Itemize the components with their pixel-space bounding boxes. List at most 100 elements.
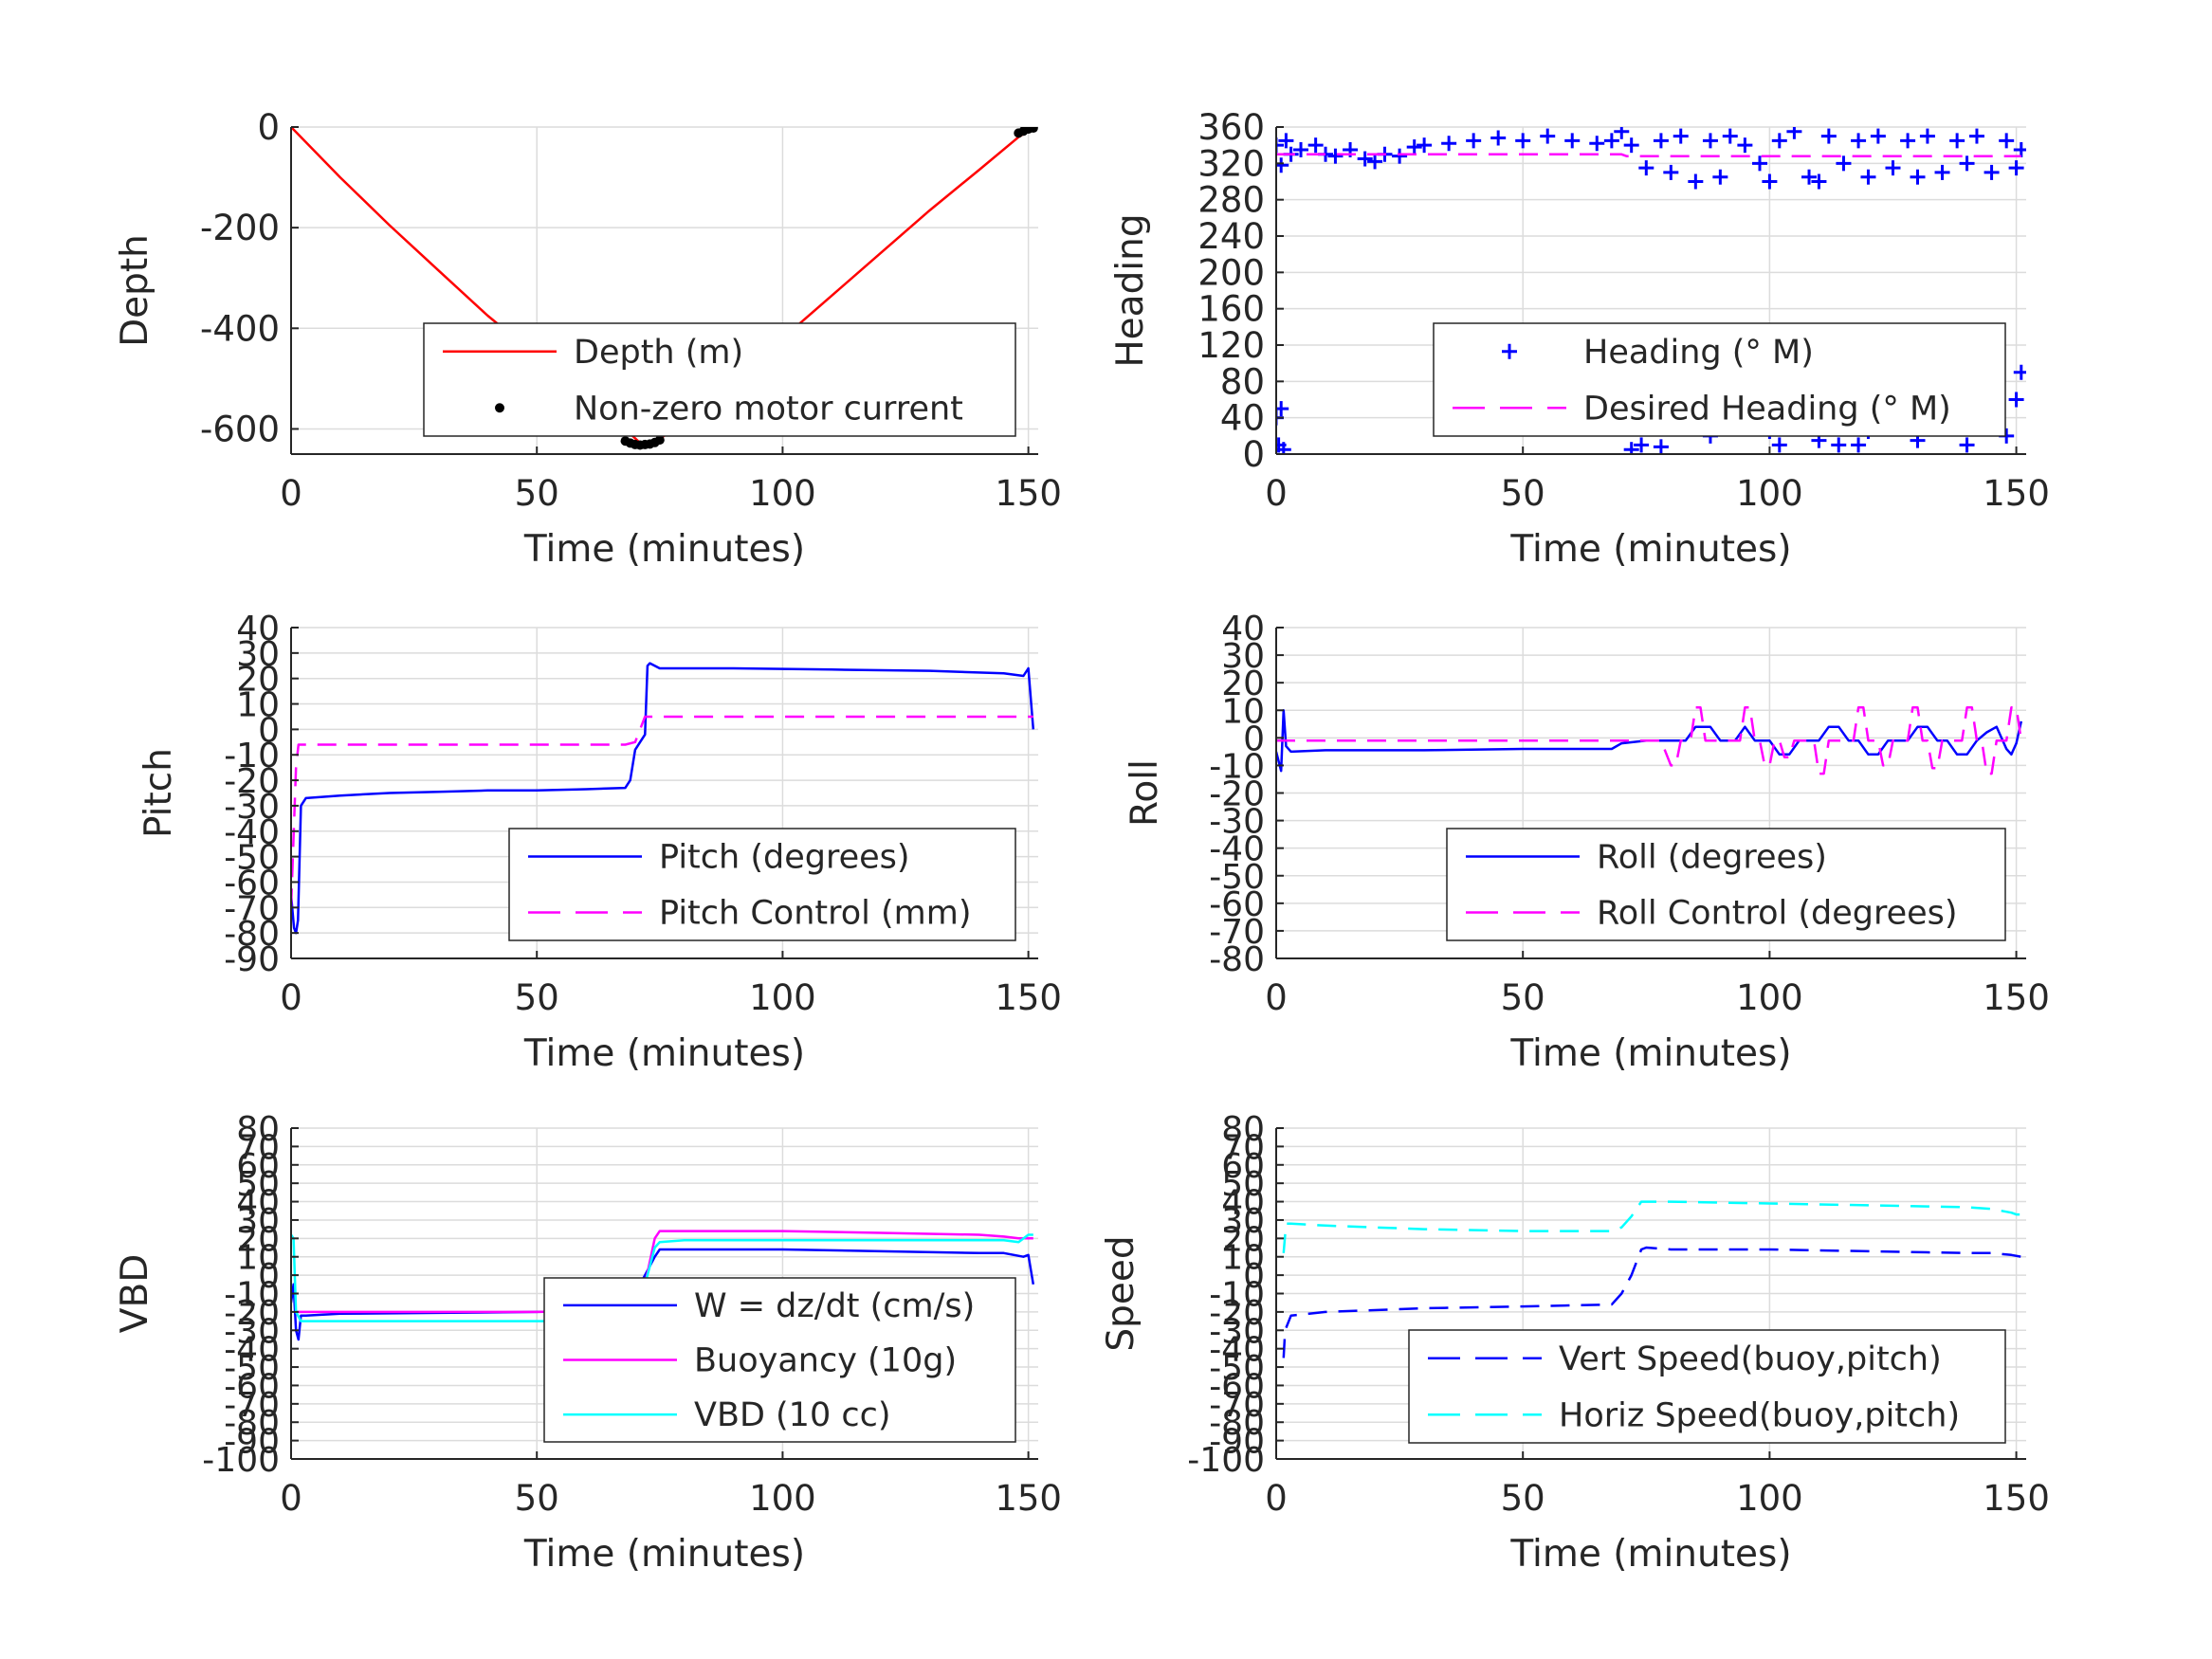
x-axis-label: Time (minutes) <box>1509 528 1791 571</box>
series-line-1 <box>291 662 1035 935</box>
legend-label: Depth (m) <box>574 334 743 372</box>
y-tick-label: -70 <box>1209 913 1265 952</box>
y-tick-label: -30 <box>224 1312 280 1351</box>
chart-panel-6: 0 50 100 150-100-90-80-70-60-50-40-30-20-10… <box>1100 1110 2050 1576</box>
y-tick-label: 40 <box>1221 1184 1265 1223</box>
y-tick-label: -30 <box>1209 1312 1265 1351</box>
y-tick-label: -100 <box>1187 1441 1265 1480</box>
legend: Heading (° M) Desired Heading (° M) <box>1433 322 2006 437</box>
x-tick-label: 0 <box>1265 977 1288 1018</box>
y-tick-label: 0 <box>258 711 280 750</box>
legend-item: Roll (degrees) <box>1466 839 1827 877</box>
heading-point <box>1614 127 1630 139</box>
heading-point <box>1307 137 1324 154</box>
x-tick-label: 100 <box>749 1478 816 1519</box>
heading-point <box>1820 128 1837 144</box>
y-axis-label: Roll <box>1124 759 1166 827</box>
y-tick-label: -60 <box>1209 1367 1265 1406</box>
y-axis-label: Depth <box>114 234 156 347</box>
legend-label: VBD (10 cc) <box>694 1396 891 1434</box>
legend-box <box>423 322 1016 437</box>
heading-point <box>1968 128 1984 144</box>
legend-item: VBD (10 cc) <box>563 1396 891 1434</box>
y-tick-label: -10 <box>1209 747 1265 786</box>
x-axis-label: Time (minutes) <box>523 1533 805 1576</box>
heading-point <box>1959 155 1975 172</box>
x-tick-label: 150 <box>1983 473 2050 514</box>
legend-label: Non-zero motor current <box>574 390 963 428</box>
series-group <box>291 662 1035 935</box>
y-tick-label: 30 <box>1221 637 1265 676</box>
legend-item: Horiz Speed(buoy,pitch) <box>1428 1396 1960 1434</box>
legend-label: Heading (° M) <box>1583 334 1814 372</box>
legend-item: Vert Speed(buoy,pitch) <box>1428 1340 1942 1378</box>
legend-marker <box>495 403 504 413</box>
chart-panel-4: 0 50 100 150-80-70-60-50-40-30-20-100102030… <box>1124 610 2050 1075</box>
series-line-1 <box>1282 1246 2022 1358</box>
legend-item: Depth (m) <box>443 334 743 372</box>
y-axis-label: Speed <box>1100 1235 1143 1351</box>
y-tick-label: 0 <box>1243 1257 1265 1296</box>
y-tick-label: 10 <box>1221 692 1265 731</box>
heading-point <box>1900 133 1916 149</box>
motor-current-point <box>1028 127 1038 134</box>
y-tick-label: 20 <box>236 661 280 700</box>
x-tick-label: 150 <box>995 977 1062 1018</box>
legend-label: Buoyancy (10g) <box>694 1342 957 1380</box>
heading-point <box>2013 364 2026 380</box>
y-tick-label: -60 <box>1209 885 1265 924</box>
heading-point <box>1623 442 1639 454</box>
y-tick-label: -70 <box>1209 1386 1265 1425</box>
series-line-2 <box>1276 153 2021 157</box>
heading-point <box>1663 164 1679 180</box>
heading-point <box>1702 133 1718 149</box>
heading-point <box>1276 157 1289 173</box>
heading-point <box>1688 173 1704 190</box>
y-tick-label: -20 <box>1209 1294 1265 1333</box>
y-axis-label: Heading <box>1109 213 1152 367</box>
y-tick-label: 240 <box>1197 216 1265 257</box>
x-tick-label: 150 <box>1983 1478 2050 1519</box>
heading-point <box>1603 133 1619 149</box>
heading-point <box>1910 169 1926 185</box>
heading-point <box>1949 133 1965 149</box>
legend-label: Roll (degrees) <box>1597 839 1827 877</box>
y-tick-label: 50 <box>1221 1165 1265 1204</box>
x-axis-label: Time (minutes) <box>1509 1032 1791 1075</box>
y-tick-label: 80 <box>236 1110 280 1149</box>
chart-panel-1: 0 50 100 150 -600 -400 -200 0 Time (minutes) Dept… <box>114 107 1062 571</box>
series-line-2 <box>296 1230 1033 1314</box>
chart-panel-3: 0 50 100 150-90-80-70-60-50-40-30-20-100102… <box>137 610 1062 1075</box>
heading-point <box>1653 439 1669 454</box>
x-tick-label: 100 <box>1736 473 1803 514</box>
y-tick-label: -30 <box>1209 803 1265 842</box>
y-tick-label: -10 <box>224 737 280 775</box>
y-tick-label: -200 <box>200 208 280 248</box>
heading-point <box>1786 127 1802 139</box>
y-tick-label: 30 <box>236 1202 280 1241</box>
heading-point <box>1634 437 1650 453</box>
heading-point <box>1392 148 1408 164</box>
y-tick-label: -400 <box>200 308 280 349</box>
legend-box <box>508 828 1016 941</box>
y-tick-label: -50 <box>224 839 280 878</box>
y-tick-label: 30 <box>1221 1202 1265 1241</box>
heading-point <box>1276 401 1289 417</box>
y-tick-label: -20 <box>224 762 280 801</box>
legend: Pitch (degrees) Pitch Control (mm) <box>508 828 1016 941</box>
heading-point <box>2013 141 2026 157</box>
legend-label: Desired Heading (° M) <box>1583 390 1951 428</box>
y-tick-label: 0 <box>1243 720 1265 758</box>
y-tick-label: -70 <box>224 889 280 928</box>
y-tick-label: -20 <box>1209 775 1265 814</box>
y-tick-label: 200 <box>1197 252 1265 293</box>
legend: W = dz/dt (cm/s) Buoyancy (10g) VBD (10 cc… <box>543 1277 1016 1443</box>
legend-label: W = dz/dt (cm/s) <box>694 1287 975 1325</box>
y-tick-label: -40 <box>1209 1331 1265 1370</box>
series-group <box>1276 706 2023 775</box>
heading-point <box>1801 169 1818 185</box>
y-tick-label: 320 <box>1197 143 1265 184</box>
x-tick-label: 50 <box>1501 1478 1545 1519</box>
x-tick-label: 100 <box>749 473 816 514</box>
